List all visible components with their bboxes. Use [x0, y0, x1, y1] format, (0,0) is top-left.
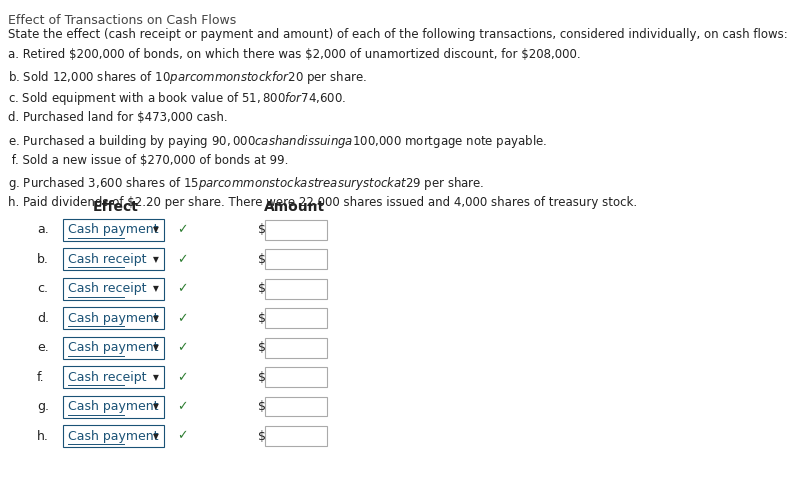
Text: $: $ [259, 223, 267, 236]
Text: h.: h. [37, 430, 49, 443]
Text: a. Retired $200,000 of bonds, on which there was $2,000 of unamortized discount,: a. Retired $200,000 of bonds, on which t… [8, 48, 581, 61]
Text: d.: d. [37, 312, 49, 325]
Text: c.: c. [37, 282, 48, 295]
Text: ▼: ▼ [153, 314, 159, 323]
Text: Cash receipt: Cash receipt [68, 370, 146, 384]
Text: Cash payment: Cash payment [68, 312, 158, 325]
FancyBboxPatch shape [265, 338, 327, 358]
FancyBboxPatch shape [265, 279, 327, 298]
Text: $: $ [259, 430, 267, 443]
FancyBboxPatch shape [63, 425, 164, 447]
FancyBboxPatch shape [265, 220, 327, 240]
Text: ✓: ✓ [177, 341, 187, 354]
Text: Cash payment: Cash payment [68, 400, 158, 413]
FancyBboxPatch shape [63, 219, 164, 241]
Text: ✓: ✓ [177, 223, 187, 236]
Text: f.: f. [37, 370, 45, 384]
Text: ✓: ✓ [177, 370, 187, 384]
Text: $: $ [259, 370, 267, 384]
Text: d. Purchased land for $473,000 cash.: d. Purchased land for $473,000 cash. [8, 112, 228, 124]
Text: ✓: ✓ [177, 400, 187, 413]
Text: ▼: ▼ [153, 225, 159, 234]
FancyBboxPatch shape [63, 396, 164, 418]
Text: ✓: ✓ [177, 253, 187, 266]
Text: Effect: Effect [92, 201, 138, 214]
FancyBboxPatch shape [265, 249, 327, 269]
FancyBboxPatch shape [63, 336, 164, 359]
FancyBboxPatch shape [265, 426, 327, 446]
Text: Cash receipt: Cash receipt [68, 253, 146, 266]
Text: f. Sold a new issue of $270,000 of bonds at 99.: f. Sold a new issue of $270,000 of bonds… [8, 154, 288, 166]
Text: c. Sold equipment with a book value of $51,800 for $74,600.: c. Sold equipment with a book value of $… [8, 90, 346, 107]
Text: ▼: ▼ [153, 372, 159, 382]
FancyBboxPatch shape [265, 397, 327, 416]
Text: ✓: ✓ [177, 430, 187, 443]
Text: Effect of Transactions on Cash Flows: Effect of Transactions on Cash Flows [8, 14, 236, 27]
Text: ▼: ▼ [153, 343, 159, 352]
Text: b. Sold 12,000 shares of $10 par common stock for $20 per share.: b. Sold 12,000 shares of $10 par common … [8, 69, 367, 86]
Text: g.: g. [37, 400, 49, 413]
Text: Amount: Amount [264, 201, 324, 214]
Text: $: $ [259, 400, 267, 413]
Text: ▼: ▼ [153, 432, 159, 441]
Text: b.: b. [37, 253, 49, 266]
Text: Cash receipt: Cash receipt [68, 282, 146, 295]
Text: ✓: ✓ [177, 282, 187, 295]
Text: Cash payment: Cash payment [68, 430, 158, 443]
FancyBboxPatch shape [63, 278, 164, 300]
Text: e.: e. [37, 341, 49, 354]
Text: ▼: ▼ [153, 284, 159, 293]
Text: State the effect (cash receipt or payment and amount) of each of the following t: State the effect (cash receipt or paymen… [8, 29, 787, 41]
Text: h. Paid dividends of $2.20 per share. There were 22,000 shares issued and 4,000 : h. Paid dividends of $2.20 per share. Th… [8, 196, 637, 209]
Text: Cash payment: Cash payment [68, 223, 158, 236]
Text: ✓: ✓ [177, 312, 187, 325]
Text: ▼: ▼ [153, 255, 159, 264]
Text: $: $ [259, 282, 267, 295]
Text: $: $ [259, 341, 267, 354]
FancyBboxPatch shape [63, 307, 164, 329]
Text: a.: a. [37, 223, 49, 236]
FancyBboxPatch shape [265, 368, 327, 387]
FancyBboxPatch shape [63, 248, 164, 270]
Text: ▼: ▼ [153, 402, 159, 411]
Text: $: $ [259, 312, 267, 325]
Text: e. Purchased a building by paying $90,000 cash and issuing a $100,000 mortgage n: e. Purchased a building by paying $90,00… [8, 132, 547, 150]
Text: g. Purchased 3,600 shares of $15 par common stock as treasury stock at $29 per s: g. Purchased 3,600 shares of $15 par com… [8, 175, 484, 192]
FancyBboxPatch shape [265, 308, 327, 328]
Text: Cash payment: Cash payment [68, 341, 158, 354]
FancyBboxPatch shape [63, 366, 164, 388]
Text: $: $ [259, 253, 267, 266]
